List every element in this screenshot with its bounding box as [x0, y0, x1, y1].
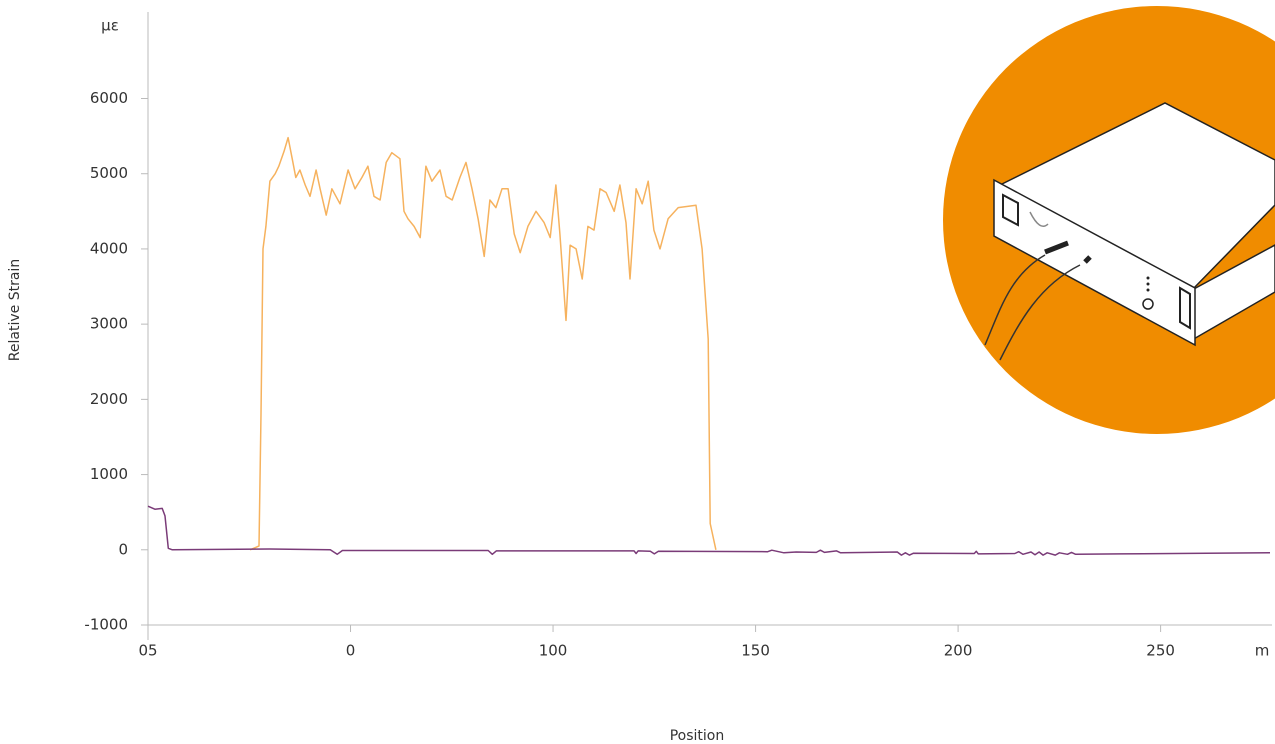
x-tick-label: 05	[138, 642, 157, 660]
x-unit: m	[1255, 642, 1270, 660]
y-tick-label: 6000	[90, 89, 128, 107]
y-tick-label: -1000	[84, 616, 128, 634]
series-line	[249, 136, 717, 551]
x-axis-label: Position	[670, 728, 725, 744]
device-illustration	[943, 6, 1275, 434]
y-unit: με	[101, 17, 119, 35]
y-tick-label: 0	[118, 540, 128, 558]
y-tick-label: 5000	[90, 164, 128, 182]
y-tick-label: 4000	[90, 239, 128, 257]
y-axis-label: Relative Strain	[7, 259, 23, 361]
x-tick-label: 0	[346, 642, 356, 660]
x-tick-label: 250	[1146, 642, 1175, 660]
x-tick-label: 100	[539, 642, 568, 660]
y-tick-label: 1000	[90, 465, 128, 483]
y-tick-label: 2000	[90, 390, 128, 408]
x-tick-label: 150	[741, 642, 770, 660]
series-line	[147, 505, 1271, 556]
y-tick-label: 3000	[90, 315, 128, 333]
x-tick-label: 200	[944, 642, 973, 660]
